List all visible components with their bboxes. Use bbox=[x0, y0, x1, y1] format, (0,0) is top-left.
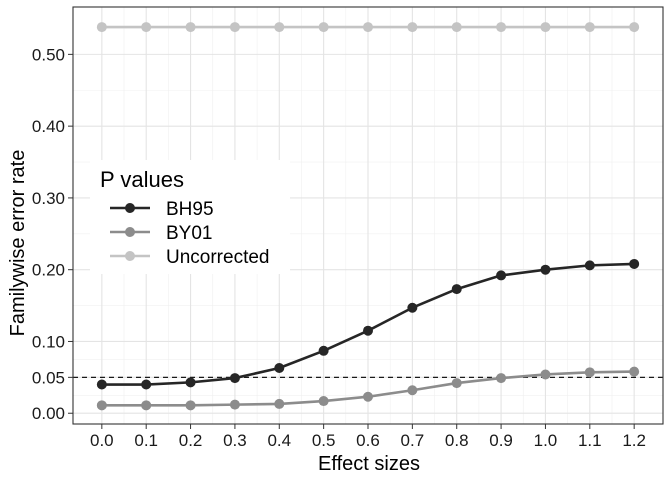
data-point-uncorrected bbox=[496, 22, 507, 33]
y-tick-label: 0.00 bbox=[32, 404, 65, 423]
x-tick-label: 0.8 bbox=[445, 431, 469, 450]
data-point-by01 bbox=[496, 373, 507, 384]
data-point-bh95 bbox=[318, 345, 329, 356]
x-tick-label: 0.2 bbox=[179, 431, 203, 450]
data-point-bh95 bbox=[274, 363, 285, 374]
data-point-uncorrected bbox=[274, 22, 285, 33]
series-uncorrected bbox=[96, 22, 640, 33]
legend-item-uncorrected: Uncorrected bbox=[110, 247, 270, 268]
data-point-bh95 bbox=[141, 379, 152, 390]
series-bh95 bbox=[96, 258, 640, 390]
data-point-uncorrected bbox=[363, 22, 373, 33]
y-tick-label: 0.40 bbox=[32, 117, 65, 136]
data-point-by01 bbox=[584, 367, 595, 378]
y-tick-label: 0.05 bbox=[32, 368, 65, 387]
data-point-bh95 bbox=[629, 258, 640, 269]
data-point-by01 bbox=[407, 385, 418, 396]
data-point-by01 bbox=[141, 400, 152, 411]
x-tick-label: 0.0 bbox=[90, 431, 114, 450]
legend-key-point bbox=[125, 251, 135, 261]
data-point-uncorrected bbox=[96, 22, 107, 33]
legend-items: BH95 BY01 Uncorrected bbox=[110, 199, 270, 268]
data-point-by01 bbox=[318, 396, 329, 407]
legend-key-point bbox=[125, 227, 135, 237]
legend-title: P values bbox=[100, 167, 184, 192]
data-point-uncorrected bbox=[584, 22, 595, 33]
legend-item-bh95: BH95 bbox=[110, 199, 214, 220]
data-point-uncorrected bbox=[141, 22, 152, 33]
data-point-uncorrected bbox=[451, 22, 462, 33]
x-axis-ticks: 0.0 0.1 0.2 0.3 0.4 0.5 0.6 0.7 0.8 0.9 1.0 1.1 1.2 bbox=[90, 424, 646, 450]
data-point-bh95 bbox=[496, 270, 507, 281]
data-point-by01 bbox=[363, 391, 373, 402]
data-point-by01 bbox=[96, 400, 107, 411]
data-point-bh95 bbox=[540, 264, 551, 275]
series-layer bbox=[96, 22, 640, 411]
data-point-by01 bbox=[229, 399, 240, 410]
data-point-uncorrected bbox=[318, 22, 329, 33]
data-point-uncorrected bbox=[407, 22, 418, 33]
data-point-bh95 bbox=[229, 373, 240, 384]
x-tick-label: 1.0 bbox=[534, 431, 558, 450]
y-tick-label: 0.20 bbox=[32, 261, 65, 280]
data-point-uncorrected bbox=[185, 22, 196, 33]
x-tick-label: 1.1 bbox=[578, 431, 602, 450]
x-axis-title: Effect sizes bbox=[318, 453, 420, 475]
data-point-bh95 bbox=[363, 325, 373, 336]
data-point-bh95 bbox=[96, 379, 107, 390]
x-tick-label: 0.5 bbox=[312, 431, 336, 450]
legend-label: BY01 bbox=[166, 223, 212, 244]
series-by01 bbox=[96, 366, 640, 411]
legend-label: BH95 bbox=[166, 199, 214, 220]
y-axis-ticks: 0.00 0.05 0.10 0.20 0.30 0.40 0.50 bbox=[32, 45, 73, 423]
x-tick-label: 0.7 bbox=[401, 431, 425, 450]
y-tick-label: 0.50 bbox=[32, 45, 65, 64]
data-point-bh95 bbox=[407, 302, 418, 313]
x-tick-label: 0.6 bbox=[356, 431, 380, 450]
legend-label: Uncorrected bbox=[166, 247, 270, 268]
y-axis-title: Familywise error rate bbox=[7, 150, 29, 337]
x-tick-label: 0.9 bbox=[489, 431, 513, 450]
data-point-by01 bbox=[451, 378, 462, 389]
legend-item-by01: BY01 bbox=[110, 223, 212, 244]
data-point-bh95 bbox=[451, 284, 462, 295]
y-tick-label: 0.10 bbox=[32, 332, 65, 351]
x-tick-label: 1.2 bbox=[622, 431, 646, 450]
data-point-uncorrected bbox=[229, 22, 240, 33]
data-point-by01 bbox=[540, 369, 551, 380]
x-tick-label: 0.3 bbox=[223, 431, 247, 450]
data-point-uncorrected bbox=[629, 22, 640, 33]
data-point-bh95 bbox=[185, 377, 196, 388]
x-tick-label: 0.4 bbox=[267, 431, 291, 450]
legend: P values BH95 BY01 Uncorrected bbox=[90, 160, 290, 274]
data-point-bh95 bbox=[584, 260, 595, 271]
y-tick-label: 0.30 bbox=[32, 189, 65, 208]
data-point-uncorrected bbox=[540, 22, 551, 33]
legend-key-point bbox=[125, 203, 135, 213]
data-point-by01 bbox=[185, 400, 196, 411]
data-point-by01 bbox=[274, 398, 285, 409]
x-tick-label: 0.1 bbox=[134, 431, 158, 450]
data-point-by01 bbox=[629, 366, 640, 377]
